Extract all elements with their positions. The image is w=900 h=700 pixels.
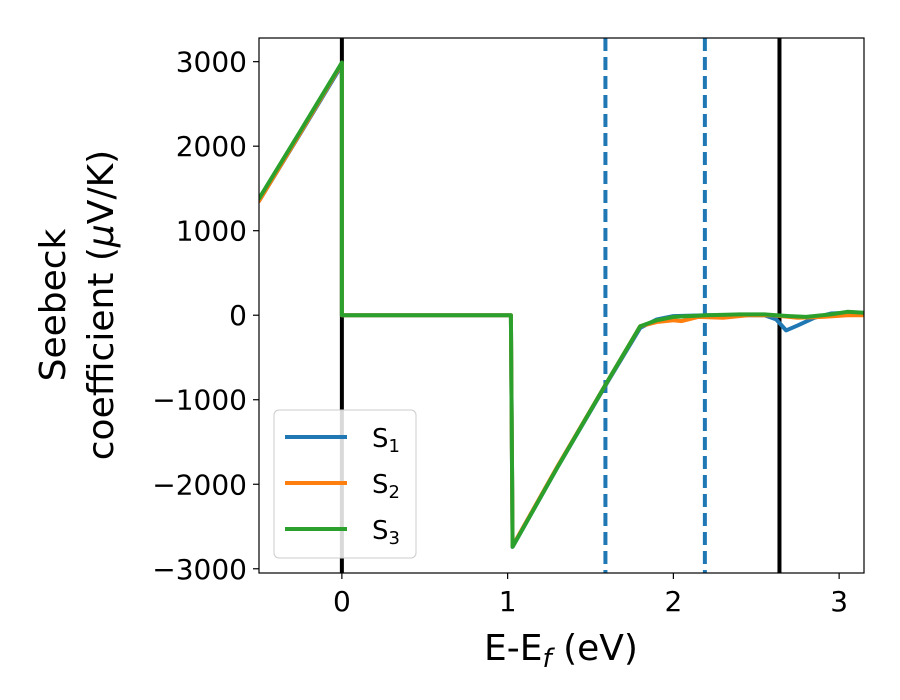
x-tick-label: 3 xyxy=(830,585,848,618)
y-axis-ticks: 3000 2000 1000 0 −1000 −2000 −3000 xyxy=(152,46,259,586)
legend-label-s2: S2 xyxy=(372,470,400,503)
y-tick-label: −1000 xyxy=(152,384,247,417)
y-axis-title-line1: Seebeck xyxy=(33,228,74,381)
series-line-s3 xyxy=(259,60,864,549)
x-axis-ticks: 0 1 2 3 xyxy=(333,573,848,618)
y-tick-label: −2000 xyxy=(152,468,247,501)
y-tick-label: 3000 xyxy=(176,46,247,79)
plot-frame xyxy=(258,37,865,574)
legend-label-s3: S3 xyxy=(372,516,400,549)
y-tick-label: 1000 xyxy=(176,215,247,248)
y-axis-title-line2: coefficient (μV/K) xyxy=(81,150,122,460)
x-tick-label: 1 xyxy=(499,585,517,618)
legend: S1 S2 S3 xyxy=(273,409,417,559)
y-tick-label: −3000 xyxy=(152,553,247,586)
x-tick-label: 0 xyxy=(333,585,351,618)
y-tick-label: 2000 xyxy=(176,130,247,163)
y-tick-label: 0 xyxy=(229,299,247,332)
x-tick-label: 2 xyxy=(664,585,682,618)
legend-label-s1: S1 xyxy=(372,424,400,457)
x-axis-title: E-Ef (eV) xyxy=(484,628,638,674)
series-group xyxy=(259,60,864,549)
